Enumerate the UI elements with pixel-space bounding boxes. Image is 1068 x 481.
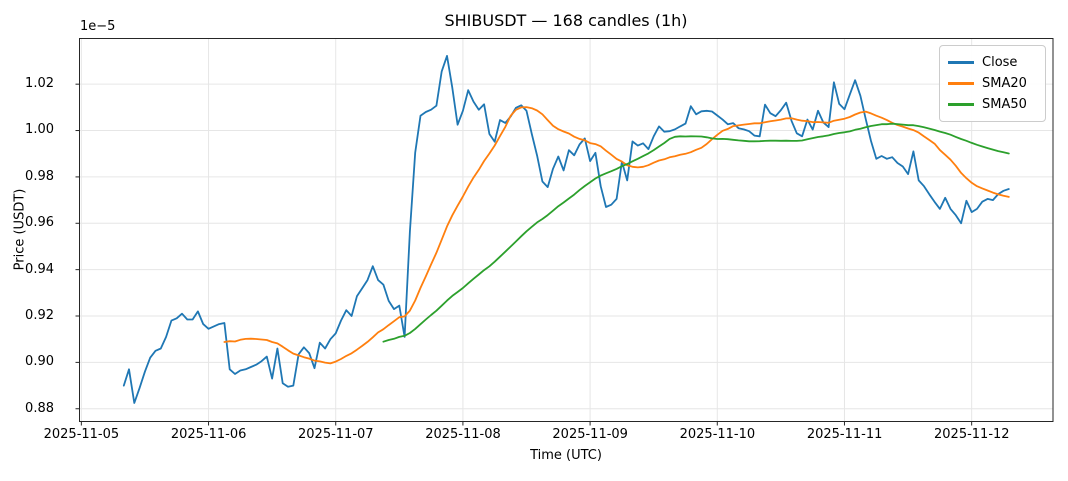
grid-lines — [79, 38, 1053, 422]
x-tick-label: 2025-11-05 — [43, 427, 120, 442]
x-axis-title: Time (UTC) — [530, 448, 602, 463]
x-tick-label: 2025-11-08 — [425, 427, 501, 442]
y-tick-label: 0.94 — [25, 261, 54, 277]
y-tick-label: 1.02 — [25, 76, 54, 92]
legend-label-close: Close — [982, 55, 1018, 70]
sma50-line — [382, 122, 1010, 343]
x-tick-label: 2025-11-09 — [552, 427, 628, 442]
y-tick-label: 0.90 — [25, 354, 54, 370]
close-line-swatch — [948, 61, 974, 64]
x-tick-label: 2025-11-12 — [934, 427, 1010, 442]
sma20-line-swatch — [948, 82, 974, 85]
y-tick-label: 1.00 — [25, 122, 54, 138]
close-line — [122, 55, 1010, 404]
y-axis-offset-label: 1e−5 — [80, 19, 116, 34]
legend-item-sma20: SMA20 — [948, 73, 1037, 94]
y-tick-label: 0.98 — [25, 168, 54, 184]
y-tick-label: 0.92 — [25, 307, 54, 323]
legend: Close SMA20 SMA50 — [939, 45, 1046, 122]
y-tick-label: 0.96 — [25, 215, 54, 231]
legend-label-sma50: SMA50 — [982, 97, 1027, 112]
x-tick-label: 2025-11-06 — [170, 427, 247, 442]
legend-label-sma20: SMA20 — [982, 76, 1027, 91]
sma20-line — [223, 106, 1010, 365]
x-tick-label: 2025-11-07 — [298, 427, 374, 442]
axes-frame — [79, 38, 1054, 422]
x-tick-label: 2025-11-10 — [679, 427, 756, 442]
x-tick-label: 2025-11-11 — [806, 427, 883, 442]
sma50-line-swatch — [948, 103, 974, 106]
series-lines — [122, 55, 1010, 404]
legend-item-close: Close — [948, 52, 1037, 73]
legend-item-sma50: SMA50 — [948, 94, 1037, 115]
tick-marks — [75, 83, 973, 426]
y-tick-label: 0.88 — [25, 400, 54, 416]
chart-title: SHIBUSDT — 168 candles (1h) — [444, 11, 688, 30]
